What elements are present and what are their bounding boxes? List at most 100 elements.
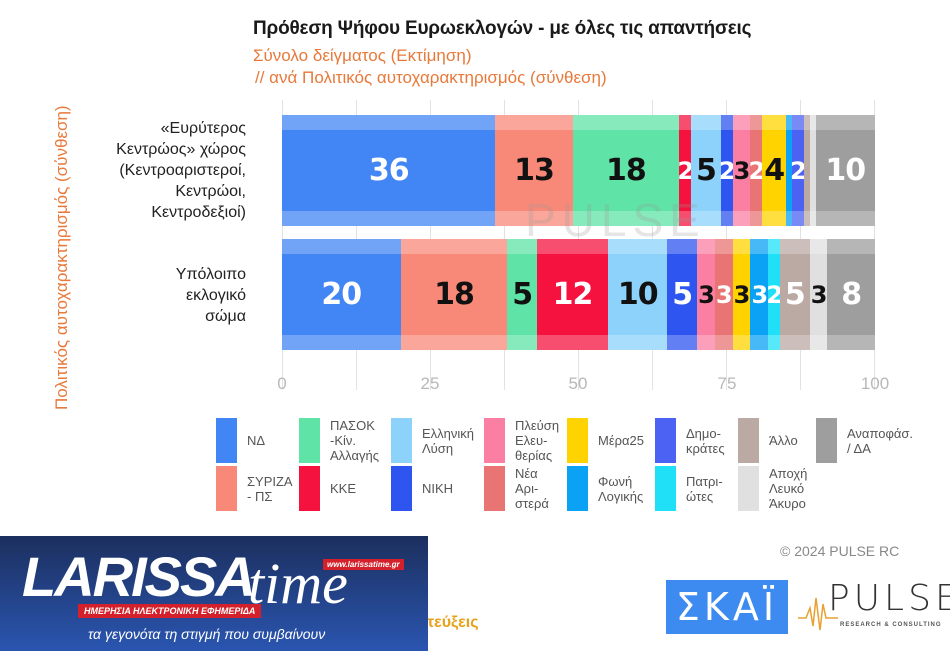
bar-band xyxy=(750,211,763,226)
bar-band xyxy=(667,239,698,254)
bar-band xyxy=(507,239,537,254)
data-label: 5 xyxy=(696,153,717,188)
bar-band xyxy=(809,239,828,254)
bar-segment xyxy=(803,115,810,226)
bar-band xyxy=(791,115,804,130)
legend-item: ΣΥΡΙΖΑ - ΠΣ xyxy=(216,466,293,511)
bar-band xyxy=(768,239,781,254)
bar-band xyxy=(697,335,715,350)
bar-segment: 2 xyxy=(766,239,783,350)
bar-segment: 12 xyxy=(536,239,609,350)
bar-segment: 2 xyxy=(748,115,766,226)
bar-segment: 3 xyxy=(809,239,828,350)
data-label: 2 xyxy=(790,156,807,185)
bar-band xyxy=(720,211,733,226)
data-label: 3 xyxy=(810,280,828,309)
tick-label-50: 50 xyxy=(568,374,588,393)
bar-band xyxy=(536,335,609,350)
bar-band xyxy=(400,239,508,254)
bar-band xyxy=(791,211,804,226)
bar-band xyxy=(282,239,401,254)
chart-subtitle-2: // ανά Πολιτικός αυτοχαρακτηρισμός (σύνθ… xyxy=(255,68,607,87)
chart-subtitle-1: Σύνολο δείγματος (Εκτίμηση) xyxy=(253,46,472,65)
bar-segment: 2 xyxy=(719,115,736,226)
legend-swatch xyxy=(299,466,320,511)
legend-swatch xyxy=(738,466,759,511)
legend-label: Αναποφάσ. / ΔΑ xyxy=(847,425,914,456)
bar-band xyxy=(282,335,401,350)
legend-item: Φωνή Λογικής xyxy=(567,466,643,511)
bar-band xyxy=(768,335,781,350)
bar-segment xyxy=(786,115,792,226)
legend-label: Πατρι- ώτες xyxy=(686,473,723,504)
bar-band xyxy=(786,115,792,130)
legend-label: Άλλο xyxy=(769,433,798,448)
bar-segment: 18 xyxy=(400,239,508,350)
tick-label-25: 25 xyxy=(420,374,440,393)
legend-label: Ελληνική Λύση xyxy=(422,425,475,456)
legend-item: Αποχή Λευκό Άκυρο xyxy=(738,466,807,511)
data-label: 10 xyxy=(825,153,866,188)
legend-swatch xyxy=(738,418,759,463)
bar-band xyxy=(762,115,786,130)
bar-band xyxy=(809,115,816,130)
y-axis-title: Πολιτικός αυτοχαρακτηρισμός (σύνθεση) xyxy=(52,105,71,410)
bar-segment: 10 xyxy=(608,239,668,350)
data-label: 12 xyxy=(552,277,594,312)
pulse-wordmark: PULSE xyxy=(828,578,950,619)
bar-band xyxy=(495,115,573,130)
legend-label: ΝΔ xyxy=(247,433,266,448)
banner-url[interactable]: www.larissatime.gr xyxy=(323,559,404,570)
data-label: 3 xyxy=(733,156,751,185)
partial-footer-text: τεύξεις xyxy=(427,614,479,631)
bar-segment xyxy=(809,115,816,226)
bar-band xyxy=(507,335,537,350)
bar-segment: 18 xyxy=(572,115,680,226)
legend-swatch xyxy=(567,418,588,463)
legend-item: Αναποφάσ. / ΔΑ xyxy=(816,418,913,463)
bar-segment: 3 xyxy=(697,239,715,350)
bar-segment: 5 xyxy=(667,239,698,350)
bar-band xyxy=(282,115,496,130)
bar-band xyxy=(786,211,792,226)
banner-brand: LARISSA xyxy=(22,545,256,608)
tick-label-75: 75 xyxy=(717,374,737,393)
legend-item: ΠΑΣΟΚ -Κίν. Αλλαγής xyxy=(299,418,379,463)
bar-band xyxy=(572,115,680,130)
legend-item: Πατρι- ώτες xyxy=(655,466,723,511)
legend-swatch xyxy=(567,466,588,511)
legend-item: ΝΔ xyxy=(216,418,265,463)
bar-band xyxy=(679,211,692,226)
legend-label: ΝΙΚΗ xyxy=(422,481,454,496)
legend-item: Άλλο xyxy=(738,418,798,463)
data-label: 10 xyxy=(617,277,659,312)
bar-segment: 5 xyxy=(507,239,537,350)
larissatime-banner[interactable]: LARISSA time www.larissatime.gr ΗΜΕΡΗΣΙΑ… xyxy=(0,536,428,651)
legend-item: Πλεύση Ελευ- θερίας xyxy=(484,418,559,463)
bar-segment: 2 xyxy=(677,115,694,226)
bar-segment: 10 xyxy=(815,115,875,226)
data-label: 3 xyxy=(751,280,768,309)
bar-band xyxy=(750,239,769,254)
data-label: 5 xyxy=(784,277,806,312)
data-label: 5 xyxy=(512,277,533,312)
legend-label: ΠΑΣΟΚ -Κίν. Αλλαγής xyxy=(330,418,379,463)
data-label: 2 xyxy=(748,156,766,185)
pulse-logo: PULSE RESEARCH & CONSULTING xyxy=(798,578,950,638)
data-label: 5 xyxy=(672,277,693,312)
data-label: 2 xyxy=(677,156,694,185)
bar-band xyxy=(815,211,875,226)
bar-band xyxy=(714,239,733,254)
legend-swatch xyxy=(484,466,505,511)
legend-label: Μέρα25 xyxy=(598,433,644,448)
bar-segment: 8 xyxy=(827,239,875,350)
bar-segment: 13 xyxy=(495,115,573,226)
data-label: 8 xyxy=(841,277,862,312)
legend-item: Νέα Αρι- στερά xyxy=(484,466,549,511)
bar-band xyxy=(720,115,733,130)
bar-band xyxy=(495,211,573,226)
bar-band xyxy=(667,335,698,350)
legend-item: ΚΚΕ xyxy=(299,466,356,511)
bar-band xyxy=(282,211,496,226)
bar-band xyxy=(750,335,769,350)
